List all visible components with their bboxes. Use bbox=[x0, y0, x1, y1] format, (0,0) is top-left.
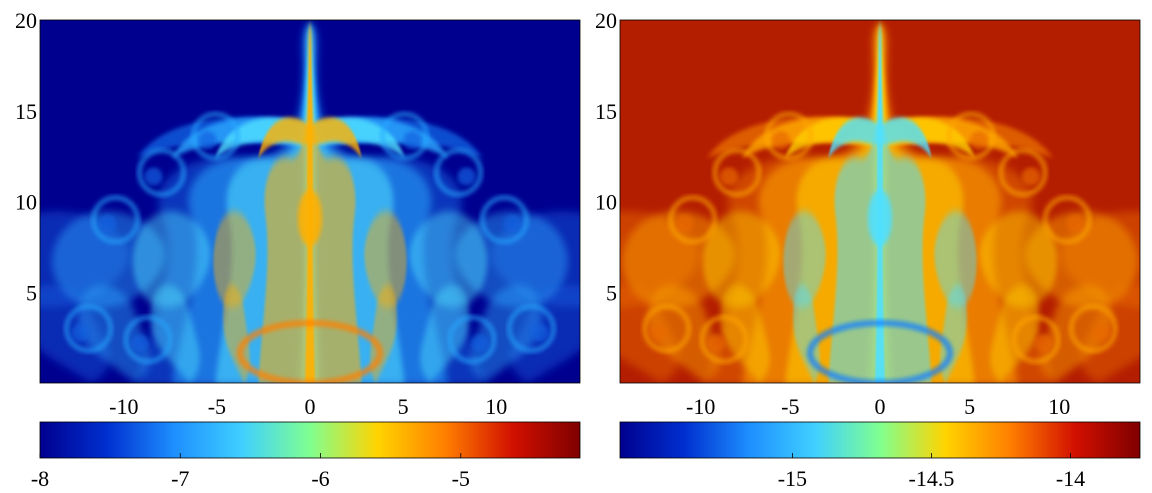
colorbar-tick-label: -8 bbox=[31, 466, 49, 491]
colorbar-tick-label: -14.5 bbox=[909, 466, 955, 491]
panel-1: -10 -5 0 5 10 5 10 15 20 -8 -7 -6 -5 bbox=[0, 8, 632, 491]
colorbar-tick-label: -7 bbox=[171, 466, 189, 491]
x-tick-label: 0 bbox=[305, 394, 316, 419]
x-tick-label: 5 bbox=[964, 394, 975, 419]
heatmap-field bbox=[558, 23, 1152, 383]
colorbar-tick-label: -6 bbox=[311, 466, 329, 491]
y-tick-label: 20 bbox=[15, 8, 37, 33]
colorbar bbox=[619, 421, 1141, 459]
colorbar-tick-label: -15 bbox=[778, 466, 807, 491]
heatmap-field bbox=[0, 23, 632, 383]
colorbar-tick-label: -5 bbox=[452, 466, 470, 491]
x-tick-label: -10 bbox=[686, 394, 715, 419]
colorbar bbox=[39, 421, 581, 459]
y-tick-label: 15 bbox=[15, 99, 37, 124]
x-tick-label: 10 bbox=[1048, 394, 1070, 419]
y-tick-label: 10 bbox=[595, 190, 617, 215]
plot-frame bbox=[619, 19, 1141, 384]
x-tick-label: 10 bbox=[485, 394, 507, 419]
panel-2: -10 -5 0 5 10 5 10 15 20 -15 -14.5 -14 bbox=[558, 8, 1152, 491]
x-tick-label: -5 bbox=[208, 394, 226, 419]
colorbar-tick-label: -14 bbox=[1056, 466, 1085, 491]
x-tick-label: -10 bbox=[109, 394, 138, 419]
y-tick-label: 15 bbox=[595, 99, 617, 124]
y-tick-label: 5 bbox=[606, 280, 617, 305]
plot-frame bbox=[39, 19, 581, 384]
y-tick-label: 20 bbox=[595, 8, 617, 33]
x-tick-label: -5 bbox=[781, 394, 799, 419]
y-tick-label: 10 bbox=[15, 190, 37, 215]
x-tick-label: 5 bbox=[398, 394, 409, 419]
y-tick-label: 5 bbox=[26, 280, 37, 305]
x-tick-label: 0 bbox=[875, 394, 886, 419]
